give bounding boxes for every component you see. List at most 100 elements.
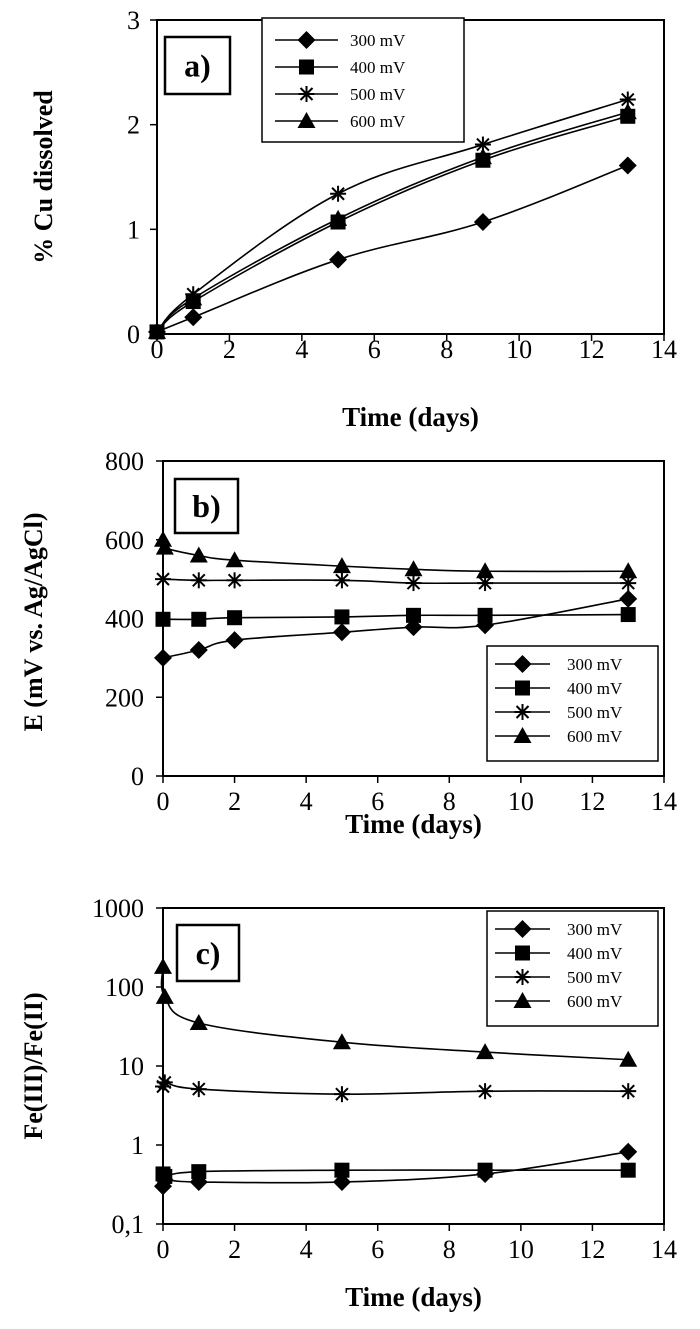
series-line [160,1151,629,1187]
data-point-triangle [154,957,172,974]
series-triangle [148,103,637,339]
legend-entry-label: 300 mV [350,31,406,50]
series-diamond [148,156,637,341]
x-tick-label: 4 [300,1235,313,1264]
legend-marker-square [515,680,530,696]
legend: 300 mV 400 mV 500 mV 600 mV [261,17,465,143]
data-point-square [157,1168,173,1184]
data-point-asterisk [156,1074,173,1091]
legend-entry-label: 600 mV [567,727,623,746]
y-tick-label: 0 [127,320,140,349]
data-point-asterisk [333,1086,350,1103]
data-point-triangle [473,148,492,165]
legend-marker-diamond [513,655,532,673]
y-axis-label: E (mV vs. Ag/AgCl) [19,512,48,731]
data-point-diamond [225,631,244,650]
data-point-diamond [619,589,638,608]
legend-marker-diamond [297,31,316,49]
data-point-diamond [618,156,637,175]
x-tick-label: 10 [508,1235,534,1264]
y-tick-label: 100 [105,973,144,1002]
x-tick-label: 6 [371,1235,384,1264]
y-tick-label: 400 [105,605,144,634]
y-tick-label: 800 [105,447,144,476]
data-point-asterisk [190,572,207,589]
data-point-asterisk [477,1083,494,1100]
legend-entry-label: 500 mV [350,85,406,104]
data-point-square [406,607,421,623]
legend-entry-label: 500 mV [567,968,623,987]
panel-label-box [173,477,240,535]
x-tick-label: 14 [651,335,677,364]
data-point-square [620,607,636,623]
data-point-triangle [329,209,348,226]
legend-marker-asterisk [514,704,531,720]
series-asterisk [155,571,637,592]
y-tick-label: 3 [127,6,140,35]
legend: 300 mV 400 mV 500 mV 600 mV [486,645,659,762]
legend-marker-triangle [513,727,532,743]
series-square [155,607,636,627]
data-point-square [620,1162,636,1178]
legend-entry-label: 600 mV [567,992,623,1011]
series-triangle [154,530,638,579]
y-tick-label: 1000 [92,894,144,923]
panel-label: c) [196,935,221,971]
panel-label-box [175,923,241,983]
data-point-triangle [618,103,637,120]
series-diamond [154,1142,638,1196]
data-point-diamond [332,623,351,642]
y-tick-label: 1 [131,1131,144,1160]
data-point-asterisk [155,571,171,588]
data-point-triangle [404,560,423,577]
legend-marker-square [515,945,530,961]
y-tick-label: 600 [105,526,144,555]
y-axis-label: % Cu dissolved [29,90,58,264]
data-point-diamond [189,641,208,659]
data-point-triangle [619,562,638,579]
x-tick-label: 8 [443,1235,456,1264]
data-point-triangle [332,557,351,574]
data-point-triangle [184,289,203,306]
data-point-diamond [619,1142,638,1161]
data-point-triangle [155,987,174,1004]
series-line [160,1081,629,1095]
data-point-square [191,1164,207,1180]
x-tick-label: 12 [579,787,605,816]
data-point-triangle [189,1014,208,1031]
legend-marker-triangle [297,112,316,128]
data-point-triangle [189,546,208,563]
x-axis-label: Time (days) [345,1282,482,1312]
y-axis-label: Fe(III)/Fe(II) [19,992,48,1139]
data-point-diamond [154,648,172,667]
data-point-triangle [476,562,495,579]
legend-marker-triangle [513,992,532,1008]
y-tick-label: 0,1 [112,1210,145,1239]
series-line [156,111,629,333]
x-tick-label: 12 [579,1235,605,1264]
x-tick-label: 6 [368,335,381,364]
data-point-diamond [329,250,348,269]
x-tick-label: 4 [300,787,313,816]
x-tick-label: 14 [651,1235,677,1264]
series-square [155,1162,636,1184]
x-tick-label: 8 [443,787,456,816]
data-point-triangle [154,530,172,547]
panel-label-box [163,35,232,96]
y-tick-label: 1 [127,215,140,244]
legend-entry-label: 400 mV [567,679,623,698]
x-tick-label: 0 [151,335,164,364]
x-tick-label: 8 [440,335,453,364]
data-point-triangle [476,1043,495,1060]
legend-entry-label: 500 mV [567,703,623,722]
data-point-diamond [473,213,492,232]
x-tick-label: 4 [295,335,308,364]
x-tick-label: 0 [157,1235,170,1264]
data-point-asterisk [333,572,350,589]
x-tick-label: 12 [579,335,605,364]
data-point-diamond [184,308,203,327]
x-axis-label: Time (days) [342,402,479,432]
x-axis-label: Time (days) [345,809,482,839]
legend-entry-label: 600 mV [350,112,406,131]
